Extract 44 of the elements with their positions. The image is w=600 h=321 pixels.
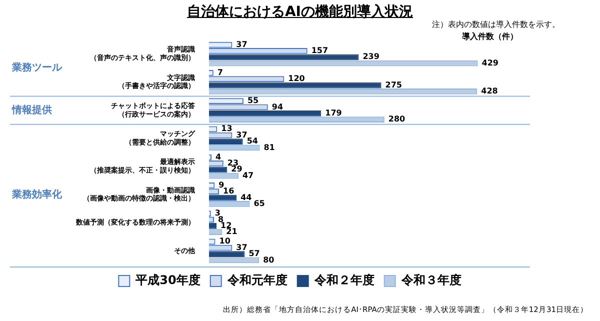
data-label: 80 — [263, 255, 275, 264]
bar — [209, 54, 359, 60]
data-label: 239 — [362, 52, 380, 62]
data-label: 81 — [264, 142, 276, 152]
bar — [209, 166, 228, 173]
data-label: 37 — [236, 242, 248, 252]
data-label: 7 — [217, 68, 223, 77]
data-label: 429 — [482, 58, 499, 68]
data-label: 55 — [247, 96, 260, 106]
data-label: 280 — [388, 114, 406, 124]
data-label: 54 — [246, 136, 258, 146]
data-label: 4 — [216, 152, 222, 162]
legend-label: 令和元年度 — [226, 273, 288, 288]
data-label: 44 — [240, 192, 252, 202]
data-label: 47 — [242, 170, 254, 180]
data-label: 37 — [236, 130, 248, 140]
text: 業務効率化 — [11, 188, 63, 200]
data-label: 37 — [236, 40, 248, 49]
text: 情報提供 — [11, 104, 52, 116]
data-label: 94 — [272, 102, 284, 112]
data-label: 179 — [325, 108, 342, 118]
legend-label: 令和３年度 — [400, 273, 462, 288]
legend-label: 平成30年度 — [134, 273, 200, 288]
data-label: 10 — [219, 236, 231, 246]
bar — [209, 82, 382, 88]
data-label: 275 — [385, 80, 402, 90]
data-label: 21 — [226, 227, 238, 236]
x-axis-title: 導入件数（件） — [462, 31, 518, 42]
text: 業務ツール — [11, 62, 63, 74]
text: 注）表内の数値は導入件数を示す。 — [432, 19, 560, 30]
bar — [209, 138, 243, 144]
data-label: 65 — [254, 199, 266, 208]
legend-label: 令和２年度 — [313, 273, 374, 288]
bar — [209, 194, 237, 201]
data-label: 9 — [218, 180, 225, 190]
data-label: 57 — [248, 249, 260, 258]
data-label: 157 — [311, 46, 328, 56]
data-label: 13 — [221, 124, 232, 134]
data-label: 428 — [481, 86, 498, 96]
bar — [209, 110, 322, 116]
data-label: 120 — [288, 74, 306, 84]
chart-title: 自治体におけるAIの機能別導入状況 — [186, 3, 414, 21]
data-label: 16 — [223, 186, 235, 196]
data-label: 29 — [231, 164, 243, 174]
